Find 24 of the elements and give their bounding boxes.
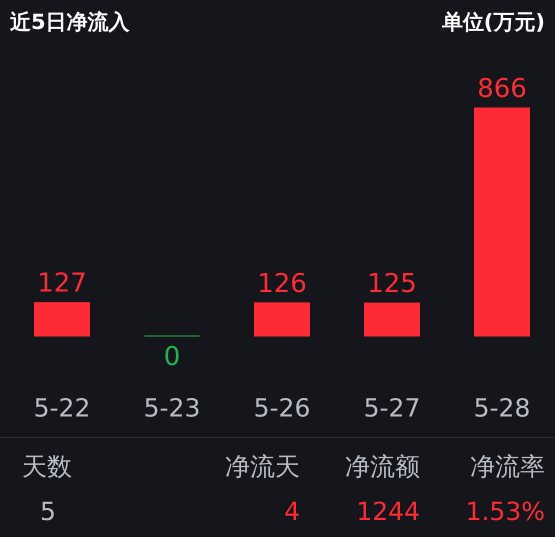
x-tick-label: 5-23 <box>144 394 200 422</box>
text: 天数 <box>22 451 72 483</box>
text: 4 <box>284 497 300 526</box>
data-label: 127 <box>37 268 87 299</box>
text: 1244 <box>356 497 420 526</box>
text: 净流天 <box>225 451 300 483</box>
text: 净流率 <box>470 451 545 483</box>
x-tick-label: 5-26 <box>254 394 310 422</box>
bar <box>474 108 530 336</box>
text: 1.53% <box>466 497 545 526</box>
bar <box>34 302 90 336</box>
chart-title: 近5日净流入 <box>10 9 130 36</box>
text: 单位(万元) <box>442 9 545 36</box>
x-tick-label: 5-22 <box>34 394 90 422</box>
bar <box>254 302 310 336</box>
bar <box>364 302 420 336</box>
text: 5 <box>40 497 56 526</box>
data-label: 0 <box>164 342 180 372</box>
data-label: 126 <box>257 268 307 299</box>
data-label: 866 <box>477 74 527 104</box>
x-tick-label: 5-28 <box>474 394 530 422</box>
text: 净流额 <box>345 451 420 483</box>
data-label: 125 <box>367 269 417 300</box>
x-tick-label: 5-27 <box>364 394 420 422</box>
